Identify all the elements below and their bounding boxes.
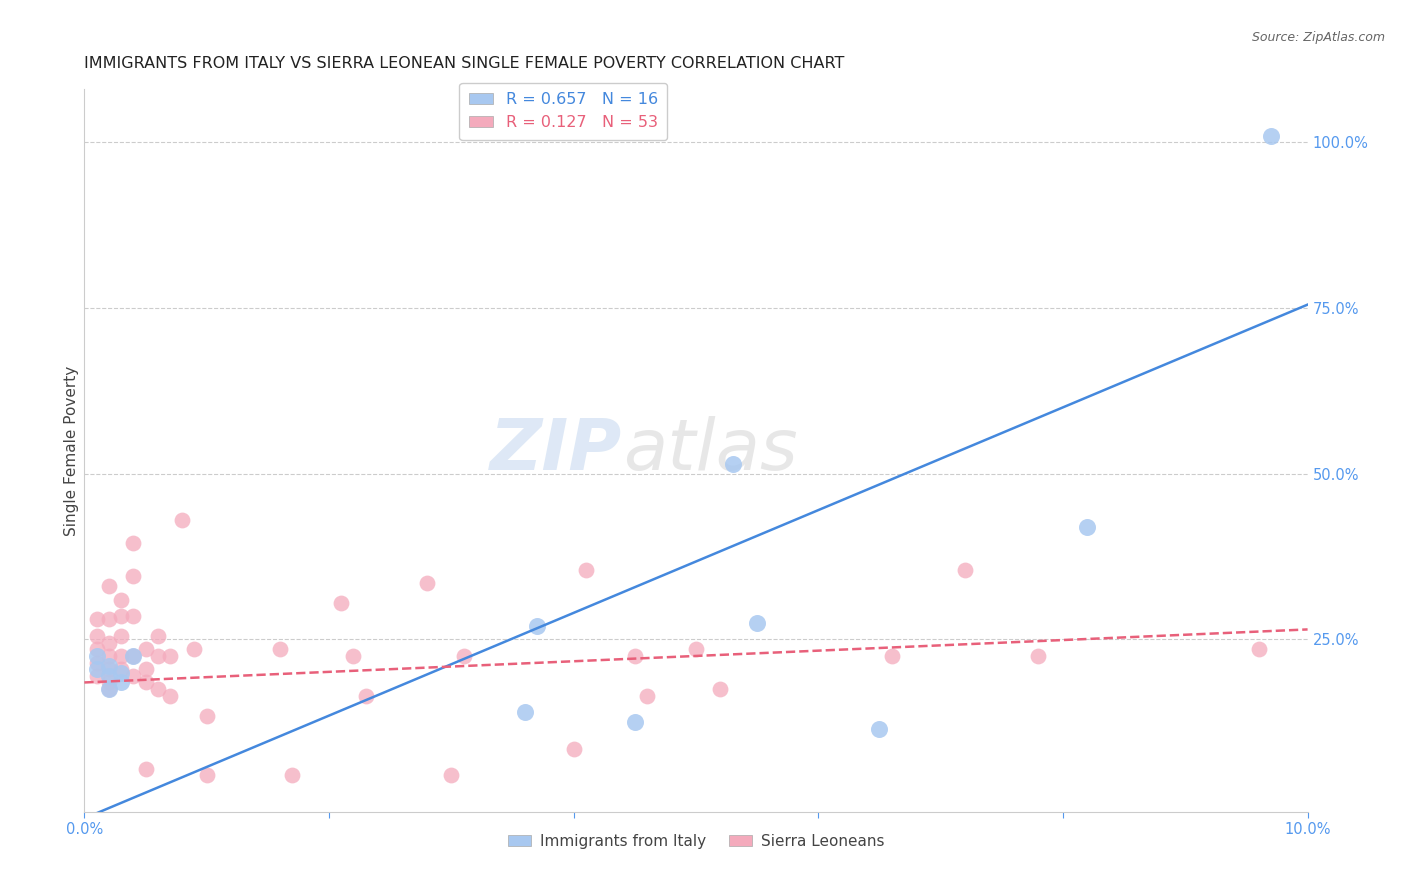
Point [86, 669, 108, 683]
Point [953, 563, 976, 577]
Text: Source: ZipAtlas.com: Source: ZipAtlas.com [1251, 31, 1385, 45]
Point [721, 457, 744, 471]
Point [97, 636, 120, 650]
Point [624, 715, 647, 730]
Point [709, 682, 731, 697]
Point [86, 629, 108, 643]
Point [1028, 648, 1050, 663]
Point [122, 648, 145, 663]
Point [86, 656, 108, 670]
Point [110, 665, 132, 680]
Point [97, 662, 120, 676]
Point [110, 629, 132, 643]
Point [97, 682, 120, 697]
Point [146, 682, 169, 697]
Point [342, 648, 364, 663]
Point [281, 768, 304, 782]
Point [110, 675, 132, 690]
Point [97, 669, 120, 683]
Point [97, 612, 120, 626]
Point [685, 642, 707, 657]
Legend: Immigrants from Italy, Sierra Leoneans: Immigrants from Italy, Sierra Leoneans [502, 828, 890, 855]
Point [513, 706, 536, 720]
Point [195, 708, 218, 723]
Text: atlas: atlas [623, 416, 797, 485]
Point [330, 596, 353, 610]
Point [562, 741, 585, 756]
Point [135, 642, 157, 657]
Point [526, 619, 548, 633]
Point [624, 648, 647, 663]
Point [97, 579, 120, 593]
Point [135, 675, 157, 690]
Point [880, 648, 903, 663]
Point [86, 662, 108, 676]
Point [97, 682, 120, 697]
Point [416, 576, 439, 591]
Point [183, 642, 205, 657]
Point [86, 642, 108, 657]
Point [110, 662, 132, 676]
Point [122, 609, 145, 624]
Point [1260, 128, 1282, 143]
Point [146, 648, 169, 663]
Point [97, 675, 120, 690]
Point [146, 629, 169, 643]
Point [575, 563, 598, 577]
Point [747, 615, 769, 630]
Point [86, 612, 108, 626]
Point [195, 768, 218, 782]
Point [1247, 642, 1270, 657]
Point [110, 592, 132, 607]
Point [122, 569, 145, 583]
Point [269, 642, 291, 657]
Point [86, 648, 108, 663]
Text: ZIP: ZIP [491, 416, 623, 485]
Point [159, 689, 181, 703]
Point [135, 762, 157, 776]
Point [97, 659, 120, 673]
Point [453, 648, 475, 663]
Point [354, 689, 377, 703]
Point [869, 722, 891, 736]
Point [135, 662, 157, 676]
Point [122, 536, 145, 550]
Point [440, 768, 463, 782]
Text: IMMIGRANTS FROM ITALY VS SIERRA LEONEAN SINGLE FEMALE POVERTY CORRELATION CHART: IMMIGRANTS FROM ITALY VS SIERRA LEONEAN … [84, 56, 845, 71]
Y-axis label: Single Female Poverty: Single Female Poverty [63, 366, 79, 535]
Point [1076, 519, 1098, 533]
Point [110, 609, 132, 624]
Point [97, 648, 120, 663]
Point [122, 669, 145, 683]
Point [159, 648, 181, 663]
Point [122, 648, 145, 663]
Point [172, 513, 194, 527]
Point [110, 648, 132, 663]
Point [636, 689, 658, 703]
